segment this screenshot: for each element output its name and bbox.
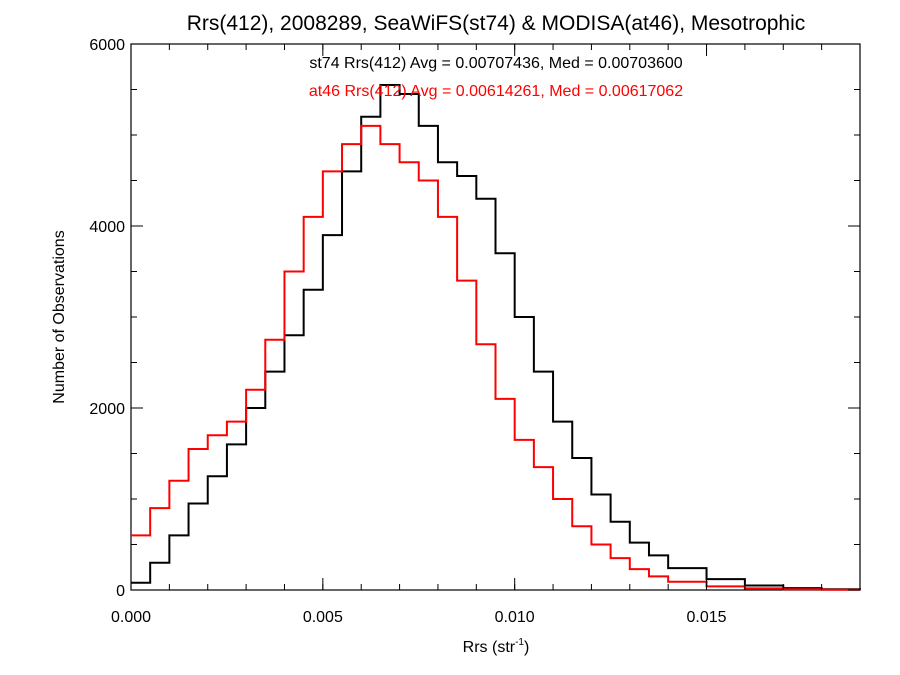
y-tick-label: 4000 (89, 219, 125, 236)
series-layer (131, 83, 861, 591)
x-axis-label: Rrs (str-1) (463, 637, 530, 656)
x-tick-label: 0.015 (687, 609, 727, 626)
x-axis-label-close: ) (524, 639, 529, 656)
series-line-1 (131, 124, 861, 591)
series-line-0 (131, 83, 861, 591)
y-tick-label: 2000 (89, 401, 125, 418)
chart-title: Rrs(412), 2008289, SeaWiFS(st74) & MODIS… (187, 12, 806, 35)
x-axis-label-sup: -1 (515, 637, 524, 648)
y-axis-label: Number of Observations (51, 230, 68, 403)
y-tick-label: 0 (116, 583, 125, 600)
y-tick-label: 6000 (89, 37, 125, 54)
plot-frame (130, 43, 861, 591)
x-axis-label-main: Rrs (str (463, 639, 516, 656)
x-tick-label: 0.000 (111, 609, 151, 626)
tick-layer: 0.000 0.005 0.010 0.015 0 2000 4000 6000 (89, 37, 861, 626)
x-tick-label: 0.005 (303, 609, 343, 626)
annotation-st74: st74 Rrs(412) Avg = 0.00707436, Med = 0.… (309, 55, 682, 72)
x-tick-label: 0.010 (495, 609, 535, 626)
annotation-at46: at46 Rrs(412) Avg = 0.00614261, Med = 0.… (309, 83, 683, 100)
plot-area: 0.000 0.005 0.010 0.015 0 2000 4000 6000 (89, 37, 861, 626)
